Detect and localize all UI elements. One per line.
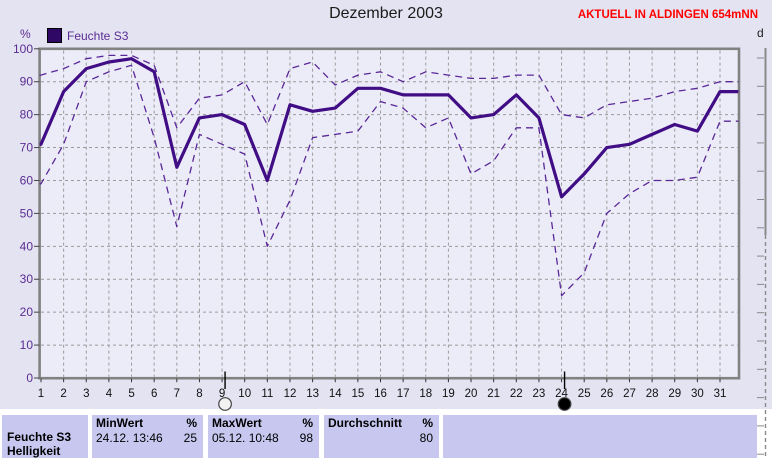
series-line-tagesminimum (39, 64, 739, 297)
x-tick-label: 15 (351, 388, 364, 400)
table-cell-sensor: Feuchte S3 Helligkeit (2, 415, 88, 458)
x-tick-label: 16 (374, 388, 387, 400)
x-tick-label: 9 (219, 388, 225, 400)
legend-swatch-icon (47, 28, 62, 43)
legend: Feuchte S3 (47, 28, 128, 43)
minwert-unit: % (186, 416, 197, 430)
y-tick-label: 80 (20, 108, 34, 122)
x-tick-label: 13 (306, 388, 319, 400)
x-tick-label: 21 (487, 388, 500, 400)
maxwert-value: 98 (299, 431, 313, 445)
x-tick-label: 17 (397, 388, 410, 400)
durchschnitt-header: Durchschnitt (328, 416, 403, 430)
x-tick-label: 31 (714, 388, 727, 400)
series-line-tagesmaximum (39, 54, 739, 129)
x-tick-label: 12 (284, 388, 297, 400)
x-tick-label: 22 (510, 388, 523, 400)
x-tick-label: 10 (238, 388, 251, 400)
full-moon-icon (218, 397, 232, 411)
durchschnitt-value: 80 (419, 431, 433, 445)
x-tick-label: 19 (442, 388, 455, 400)
table-cell-maxwert: MaxWert % 05.12. 10:48 98 (208, 415, 319, 458)
x-tick-label: 14 (329, 388, 342, 400)
x-tick-label: 4 (106, 388, 113, 400)
maxwert-header: MaxWert (212, 416, 262, 430)
y-tick-label: 0 (26, 371, 33, 385)
table-cell-empty (443, 415, 757, 458)
y-tick-label: 20 (20, 305, 34, 319)
new-moon-icon (557, 397, 572, 411)
y-tick-label: 70 (20, 141, 34, 155)
y-tick-label: 50 (20, 206, 34, 220)
sensor-name: Feuchte S3 (7, 430, 72, 444)
y-tick-label: 30 (20, 272, 34, 286)
x-axis-unit-label: d (757, 26, 764, 40)
minwert-datetime: 24.12. 13:46 (96, 431, 163, 445)
y-tick-label: 90 (20, 75, 34, 89)
x-tick-label: 27 (623, 388, 636, 400)
x-tick-label: 18 (419, 388, 432, 400)
y-tick-label: 100 (13, 42, 33, 56)
y-tick-label: 40 (20, 239, 34, 253)
sensor-header-spacer (2, 415, 88, 430)
y-axis-unit-label: % (20, 27, 31, 41)
x-tick-label: 24 (555, 388, 568, 400)
x-tick-label: 8 (196, 388, 202, 400)
x-tick-label: 5 (128, 388, 134, 400)
x-tick-label: 30 (691, 388, 704, 400)
x-tick-label: 6 (151, 388, 157, 400)
minwert-header: MinWert (96, 416, 144, 430)
table-cell-durchschnitt: Durchschnitt % 80 (324, 415, 439, 458)
x-tick-label: 7 (174, 388, 180, 400)
legend-label: Feuchte S3 (67, 28, 129, 43)
minwert-value: 25 (183, 431, 197, 445)
chart-title: Dezember 2003 (329, 5, 443, 22)
station-status-label: AKTUELL IN ALDINGEN 654mNN (577, 9, 758, 21)
x-tick-label: 2 (60, 388, 66, 400)
x-tick-label: 3 (83, 388, 89, 400)
table-cell-minwert: MinWert % 24.12. 13:46 25 (92, 415, 203, 458)
x-tick-label: 25 (578, 388, 591, 400)
maxwert-unit: % (302, 416, 313, 430)
next-sensor-name: Helligkeit (7, 444, 61, 458)
x-tick-label: 11 (261, 388, 273, 400)
y-tick-label: 10 (20, 338, 34, 352)
x-tick-label: 1 (38, 388, 44, 400)
x-tick-label: 28 (646, 388, 659, 400)
y-tick-label: 60 (20, 173, 34, 187)
x-tick-label: 26 (600, 388, 613, 400)
durchschnitt-unit: % (422, 416, 433, 430)
x-tick-label: 20 (465, 388, 478, 400)
series-line-feuchte-s3-tagesmittel (39, 57, 739, 199)
x-tick-label: 29 (668, 388, 681, 400)
x-tick-label: 23 (533, 388, 546, 400)
maxwert-datetime: 05.12. 10:48 (212, 431, 279, 445)
